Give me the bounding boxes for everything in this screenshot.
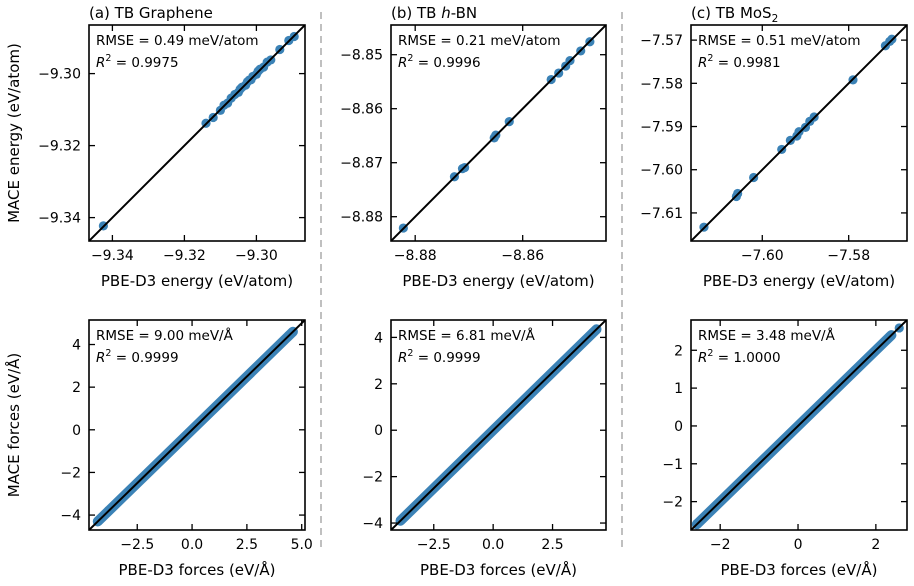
y-tick-label: −7.58 <box>640 76 683 92</box>
parity-line <box>391 320 606 530</box>
plot-area <box>89 25 305 241</box>
x-tick-label: 0.0 <box>482 537 504 553</box>
panel-title: (a) TB Graphene <box>89 4 213 22</box>
x-tick-label: −8.88 <box>394 248 437 264</box>
panel-title: (b) TB h-BN <box>391 4 477 22</box>
y-tick-label: 2 <box>72 380 81 396</box>
rmse-label: RMSE = 9.00 meV/Å <box>96 327 234 344</box>
y-tick-label: −8.87 <box>340 156 383 172</box>
plot-area <box>391 320 606 530</box>
rmse-label: RMSE = 0.49 meV/atom <box>96 33 259 49</box>
panel-3: −7.60 −7.58 −7.61 −7.60 −7.59 −7.58 −7.57 PBE-D… <box>640 4 908 290</box>
panel-4: −2.5 0.0 2.5 5.0 −4 −2 0 2 4 PBE-D3 forces (eV/Å)… <box>4 319 313 579</box>
x-axis-label: PBE-D3 energy (eV/atom) <box>703 272 895 290</box>
x-tick-label: −9.32 <box>163 248 206 264</box>
x-tick-label: −2.5 <box>120 537 154 553</box>
x-axis-label: PBE-D3 energy (eV/atom) <box>402 272 594 290</box>
y-tick-label: −2 <box>362 470 383 486</box>
axes-frame <box>690 24 908 242</box>
y-tick-label: −1 <box>662 457 683 473</box>
y-tick-label: −4 <box>362 516 383 532</box>
x-tick-label: 2 <box>871 537 880 553</box>
axes-frame <box>690 319 908 531</box>
y-tick-label: 2 <box>674 343 683 359</box>
x-tick-label: −2 <box>710 537 731 553</box>
y-tick-label: −7.61 <box>640 206 683 222</box>
x-tick-label: 5.0 <box>291 537 313 553</box>
x-axis-label: PBE-D3 forces (eV/Å) <box>119 560 276 579</box>
r2-label: R2 = 1.0000 <box>698 348 781 366</box>
panel-6: −2 0 2 −2 −1 0 1 2 PBE-D3 forces (eV/Å) RMSE = 3.… <box>662 319 908 579</box>
axes-frame <box>390 319 607 531</box>
plot-area <box>391 25 606 241</box>
x-tick-label: −8.86 <box>501 248 544 264</box>
y-tick-label: 1 <box>674 381 683 397</box>
rmse-label: RMSE = 0.21 meV/atom <box>398 33 561 49</box>
y-tick-label: 0 <box>674 419 683 435</box>
y-tick-label: 4 <box>374 330 383 346</box>
y-tick-label: −9.34 <box>38 211 81 227</box>
plot-area <box>691 320 907 530</box>
rmse-label: RMSE = 6.81 meV/Å <box>398 327 536 344</box>
x-tick-label: −7.60 <box>741 248 784 264</box>
panel-2: −8.88 −8.86 −8.88 −8.87 −8.86 −8.85 PBE-D3 ene… <box>340 4 607 290</box>
plot-area <box>691 25 907 241</box>
x-tick-label: 0.0 <box>181 537 203 553</box>
y-axis-label: MACE energy (eV/atom) <box>5 43 23 223</box>
y-tick-label: −2 <box>662 495 683 511</box>
plot-area <box>89 320 305 530</box>
rmse-label: RMSE = 0.51 meV/atom <box>698 33 861 49</box>
y-tick-label: 2 <box>374 377 383 393</box>
panel-5: −2.5 0.0 2.5 −4 −2 0 2 4 PBE-D3 forces (eV/Å) RMS… <box>362 319 607 579</box>
x-axis-label: PBE-D3 forces (eV/Å) <box>420 560 577 579</box>
x-tick-label: 0 <box>794 537 803 553</box>
parity-line <box>691 320 907 530</box>
r2-label: R2 = 0.9999 <box>398 348 481 366</box>
parity-line <box>89 25 305 241</box>
y-tick-label: −4 <box>60 508 81 524</box>
y-tick-label: −8.88 <box>340 210 383 226</box>
y-tick-label: −7.59 <box>640 120 683 136</box>
axes-frame <box>88 24 306 242</box>
parity-line <box>89 320 305 530</box>
y-tick-label: −2 <box>60 465 81 481</box>
y-tick-label: −8.86 <box>340 102 383 118</box>
y-axis-label: MACE forces (eV/Å) <box>4 353 23 498</box>
y-tick-label: −7.57 <box>640 33 683 49</box>
r2-label: R2 = 0.9975 <box>96 53 179 71</box>
y-tick-label: −9.32 <box>38 139 81 155</box>
y-tick-label: 4 <box>72 338 81 354</box>
x-tick-label: −9.30 <box>235 248 278 264</box>
panel-1: −9.34 −9.32 −9.30 −9.34 −9.32 −9.30 PBE-D3 ene… <box>5 4 306 290</box>
r2-label: R2 = 0.9996 <box>398 53 481 71</box>
x-axis-label: PBE-D3 energy (eV/atom) <box>101 272 293 290</box>
axes-frame <box>88 319 306 531</box>
x-tick-label: −7.58 <box>827 248 870 264</box>
y-tick-label: 0 <box>374 423 383 439</box>
y-tick-label: −8.85 <box>340 48 383 64</box>
x-tick-label: 2.5 <box>541 537 563 553</box>
x-tick-label: 2.5 <box>236 537 258 553</box>
x-axis-label: PBE-D3 forces (eV/Å) <box>721 560 878 579</box>
y-tick-label: 0 <box>72 423 81 439</box>
parity-line <box>691 25 907 241</box>
rmse-label: RMSE = 3.48 meV/Å <box>698 327 836 344</box>
r2-label: R2 = 0.9999 <box>96 348 179 366</box>
x-tick-label: −9.34 <box>91 248 134 264</box>
r2-label: R2 = 0.9981 <box>698 53 781 71</box>
panel-title: (c) TB MoS2 <box>691 4 778 25</box>
y-tick-label: −7.60 <box>640 163 683 179</box>
x-tick-label: −2.5 <box>417 537 451 553</box>
parity-line <box>391 25 606 241</box>
y-tick-label: −9.30 <box>38 67 81 83</box>
axes-frame <box>390 24 607 242</box>
